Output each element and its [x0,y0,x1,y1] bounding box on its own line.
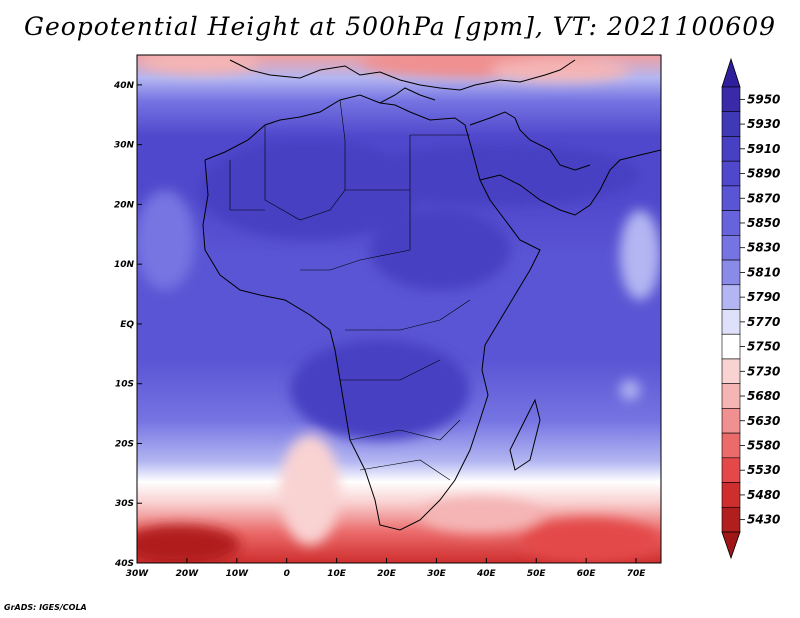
colorbar: 5950 5930 5910 5890 5870 5850 5830 5810 5790 5770… [721,57,780,560]
x-tick-label: 30W [126,569,150,579]
colorbar-swatch [721,333,741,360]
colorbar-swatch [721,383,741,409]
colorbar-swatch [721,210,741,236]
y-tick-label: 10S [115,380,134,390]
x-tick-label: 50E [527,569,547,579]
colorbar-swatch [721,111,741,137]
longitude-axis: 30W 20W 10W 0 10E 20E 30E 40E 50E 60E 70E [126,558,646,579]
colorbar-swatch [721,259,741,286]
colorbar-swatch [721,432,741,459]
colorbar-label: 5770 [747,315,780,329]
x-tick-label: 10E [327,569,347,579]
x-tick-label: 0 [284,569,290,579]
y-tick-label: 40S [114,559,134,569]
colorbar-label: 5730 [747,364,780,378]
y-tick-label: 20S [115,439,134,449]
colorbar-swatch [721,358,741,384]
colorbar-swatch [721,160,741,187]
colorbar-label: 5750 [747,340,780,354]
colorbar-label: 5870 [747,191,780,205]
colorbar-swatch [721,506,741,533]
colorbar-label: 5890 [747,167,780,181]
y-tick-label: 30N [114,141,135,151]
y-tick-label: 20N [114,200,135,210]
colorbar-swatch [721,482,741,508]
colorbar-swatch [721,284,741,310]
colorbar-swatch [721,457,741,483]
colorbar-label: 5790 [747,290,780,304]
colorbar-label: 5910 [747,142,780,156]
colorbar-label: 5580 [747,438,780,452]
colorbar-label: 5430 [747,513,780,527]
x-tick-label: 30E [427,569,447,579]
colorbar-swatch [721,309,741,335]
colorbar-label: 5530 [747,463,780,477]
coastlines [202,59,661,531]
colorbar-bottom-arrow [721,531,741,560]
colorbar-swatch [721,185,741,211]
country-borders [229,99,471,481]
x-tick-label: 70E [627,569,647,579]
grads-credit: GrADS: IGES/COLA [4,603,87,612]
colorbar-label: 5630 [747,414,780,428]
map-frame [136,54,662,564]
y-tick-label: EQ [120,320,134,330]
colorbar-label: 5930 [747,117,780,131]
colorbar-swatch [721,408,741,434]
x-tick-label: 40E [476,569,497,579]
colorbar-swatch [721,86,741,113]
x-tick-label: 10W [226,569,250,579]
y-tick-label: 30S [115,499,134,509]
y-tick-label: 40N [113,81,135,91]
colorbar-label: 5830 [747,241,780,255]
colorbar-top-arrow [721,57,741,88]
colorbar-label: 5810 [747,265,780,279]
geopotential-field [137,55,661,563]
map-title: Geopotential Height at 500hPa [gpm], VT:… [23,12,777,41]
colorbar-label: 5850 [747,216,780,230]
x-tick-label: 20W [176,569,200,579]
colorbar-label: 5680 [747,389,780,403]
colorbar-swatch [721,235,741,261]
colorbar-label: 5950 [747,92,780,106]
colorbar-swatch [721,136,741,162]
x-tick-label: 20E [377,569,397,579]
x-tick-label: 60E [577,569,597,579]
y-tick-label: 10N [114,260,135,270]
colorbar-label: 5480 [747,488,780,502]
latitude-axis: 40N 30N 20N 10N EQ 10S 20S 30S 40S [113,81,142,569]
